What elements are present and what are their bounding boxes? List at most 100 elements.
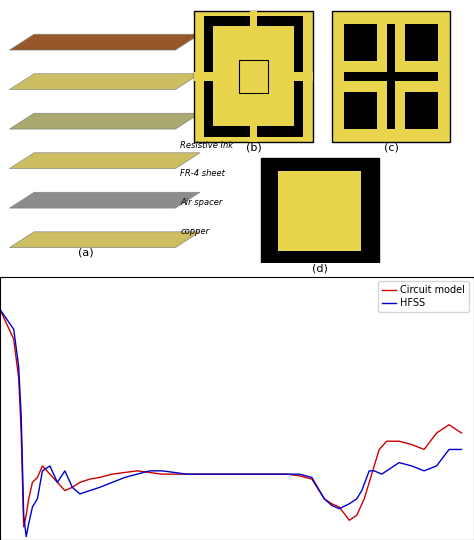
Bar (344, 24, 377, 60)
HFSS (272, 471, 277, 477)
Circuit model (222, 471, 228, 477)
Circuit model (361, 496, 367, 502)
Circuit model (197, 471, 202, 477)
Line: Circuit model: Circuit model (0, 309, 462, 527)
HFSS (23, 534, 29, 540)
HFSS (197, 471, 202, 477)
Bar (204, 16, 303, 26)
Circuit model (147, 469, 153, 476)
Circuit model (26, 496, 32, 502)
Polygon shape (9, 232, 200, 248)
HFSS (35, 496, 40, 502)
Bar (405, 24, 438, 60)
Bar (294, 72, 313, 80)
Circuit model (23, 512, 29, 518)
Polygon shape (9, 74, 200, 90)
Text: FR-4 sheet: FR-4 sheet (180, 170, 225, 179)
Bar (344, 92, 377, 129)
Circuit model (172, 471, 177, 477)
HFSS (172, 469, 177, 476)
Circuit model (337, 504, 342, 510)
HFSS (346, 501, 352, 507)
HFSS (39, 468, 45, 474)
Circuit model (259, 471, 265, 477)
Circuit model (329, 501, 335, 507)
HFSS (321, 496, 327, 502)
HFSS (18, 413, 24, 420)
HFSS (159, 468, 165, 474)
Circuit model (16, 375, 21, 382)
Circuit model (246, 471, 252, 477)
HFSS (234, 471, 240, 477)
HFSS (0, 306, 3, 313)
HFSS (379, 471, 384, 477)
Circuit model (134, 468, 140, 474)
Circuit model (459, 430, 465, 436)
Circuit model (446, 422, 452, 428)
HFSS (21, 512, 27, 518)
HFSS (26, 521, 32, 527)
Circuit model (77, 479, 82, 485)
HFSS (70, 484, 75, 490)
Circuit model (321, 496, 327, 502)
HFSS (184, 471, 190, 477)
HFSS (459, 446, 465, 453)
HFSS (371, 468, 377, 474)
Bar (194, 72, 213, 80)
Bar (239, 60, 268, 93)
Circuit model (209, 471, 215, 477)
HFSS (446, 446, 452, 453)
Text: (c): (c) (383, 142, 399, 152)
Bar (387, 24, 395, 129)
Circuit model (0, 306, 3, 313)
Circuit model (62, 488, 68, 494)
HFSS (11, 326, 17, 333)
Bar (194, 11, 313, 142)
Circuit model (109, 471, 115, 477)
Circuit model (184, 471, 190, 477)
Text: Air spacer: Air spacer (180, 199, 222, 207)
Circuit model (346, 517, 352, 523)
HFSS (62, 468, 68, 474)
HFSS (134, 471, 140, 477)
Circuit model (159, 471, 165, 477)
HFSS (147, 468, 153, 474)
Bar (204, 126, 303, 137)
Circuit model (70, 484, 75, 490)
Text: (d): (d) (312, 264, 328, 273)
Circuit model (39, 463, 45, 469)
Bar (294, 26, 303, 137)
Bar (250, 126, 257, 142)
HFSS (29, 504, 35, 510)
Circuit model (122, 469, 128, 476)
HFSS (409, 463, 414, 469)
Legend: Circuit model, HFSS: Circuit model, HFSS (378, 281, 469, 312)
HFSS (16, 364, 21, 370)
Bar (405, 92, 438, 129)
HFSS (109, 479, 115, 485)
Circuit model (18, 430, 24, 436)
Circuit model (11, 336, 17, 342)
HFSS (47, 463, 53, 469)
Circuit model (369, 471, 374, 477)
Circuit model (384, 438, 390, 444)
HFSS (284, 471, 290, 477)
Polygon shape (9, 34, 200, 50)
Circuit model (29, 479, 35, 485)
Circuit model (234, 471, 240, 477)
Circuit model (434, 430, 439, 436)
Text: (b): (b) (246, 142, 262, 152)
Polygon shape (9, 113, 200, 129)
Circuit model (55, 479, 60, 485)
HFSS (246, 471, 252, 477)
HFSS (209, 471, 215, 477)
Polygon shape (9, 153, 200, 168)
Circuit model (35, 474, 40, 481)
Bar (279, 171, 362, 251)
Circuit model (284, 471, 290, 477)
Bar (261, 158, 379, 264)
HFSS (55, 479, 60, 485)
HFSS (87, 488, 92, 494)
Text: copper: copper (180, 227, 209, 237)
Circuit model (97, 474, 103, 481)
